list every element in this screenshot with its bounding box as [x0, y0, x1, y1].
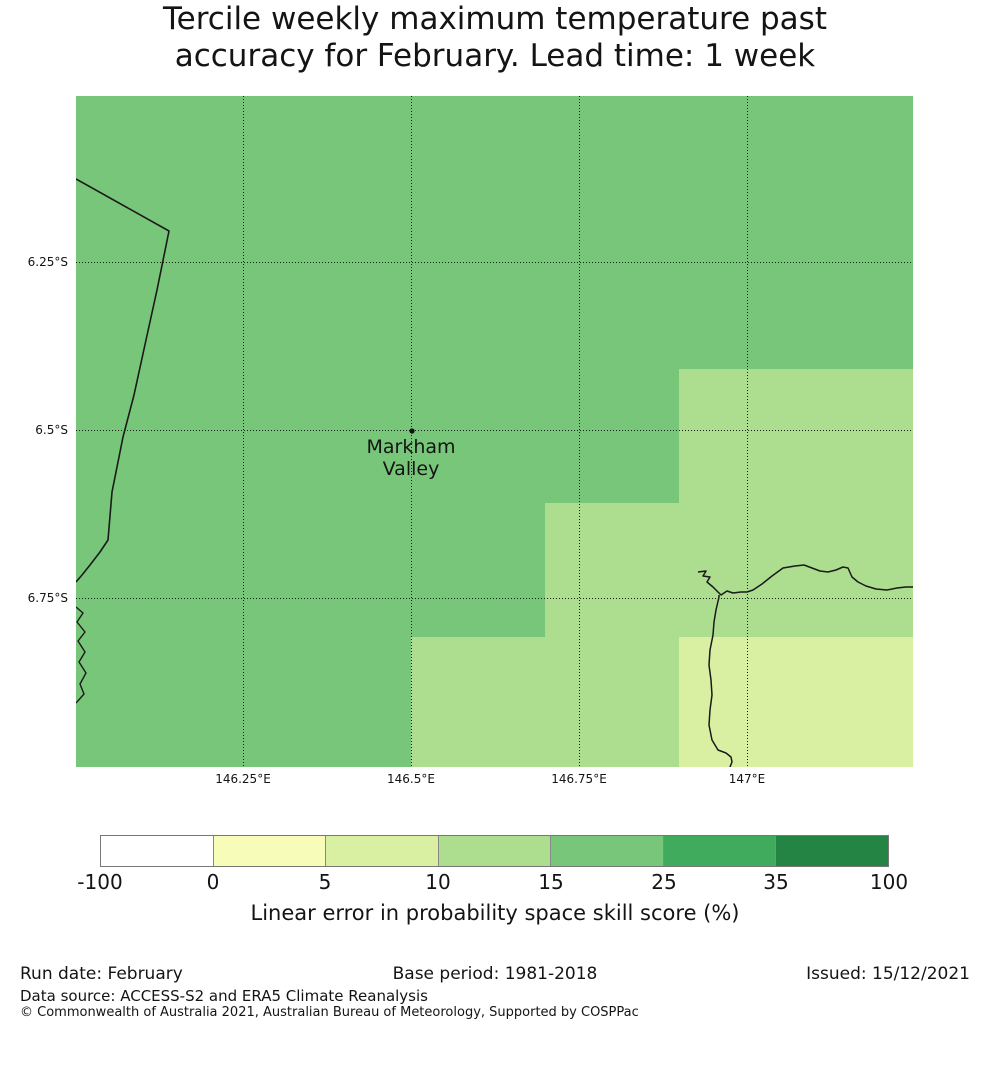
chart-title: Tercile weekly maximum temperature past …	[0, 1, 990, 75]
x-tick-146-5e: 146.5°E	[387, 772, 435, 786]
base-period-text: Base period: 1981-2018	[392, 964, 598, 984]
coastline-path-northwest	[76, 178, 170, 583]
river-path-east	[697, 564, 913, 596]
colorbar-segment-25-35	[662, 836, 776, 866]
colorbar-tick-10: 10	[425, 870, 451, 894]
chart-title-line-1: Tercile weekly maximum temperature past	[162, 1, 827, 37]
skill-region-10-15-a	[679, 369, 913, 503]
colorbar-segment-0-5	[212, 836, 326, 866]
skill-region-10-15-b	[545, 503, 913, 637]
gridline-146-75e	[579, 96, 580, 767]
gridline-6-75s	[76, 598, 913, 599]
river-path-south	[708, 595, 733, 767]
run-date-text: Run date: February	[20, 964, 183, 984]
colorbar-tick-15: 15	[538, 870, 564, 894]
colorbar-tick-0: 0	[206, 870, 220, 894]
colorbar-tick-100: 100	[869, 870, 909, 894]
skill-region-5-10	[679, 637, 913, 767]
gridline-147e	[747, 96, 748, 767]
location-label-line-1: Markham	[366, 436, 456, 458]
colorbar-segment-neg100-0	[101, 836, 213, 866]
colorbar-tick-5: 5	[318, 870, 332, 894]
data-source-text: Data source: ACCESS-S2 and ERA5 Climate …	[20, 987, 428, 1005]
x-tick-146-25e: 146.25°E	[215, 772, 271, 786]
x-tick-146-75e: 146.75°E	[551, 772, 607, 786]
y-tick-6-5s: 6.5°S	[35, 423, 68, 437]
colorbar-segment-10-15	[437, 836, 551, 866]
colorbar	[100, 835, 889, 867]
y-tick-6-25s: 6.25°S	[27, 255, 68, 269]
copyright-text: © Commonwealth of Australia 2021, Austra…	[20, 1005, 639, 1020]
issued-date-text: Issued: 15/12/2021	[806, 964, 970, 984]
colorbar-tick-neg100: -100	[77, 870, 123, 894]
y-tick-6-75s: 6.75°S	[27, 591, 68, 605]
colorbar-label: Linear error in probability space skill …	[250, 901, 740, 925]
colorbar-tick-35: 35	[763, 870, 789, 894]
gridline-6-25s	[76, 262, 913, 263]
location-label-line-2: Valley	[382, 457, 440, 480]
x-tick-147e: 147°E	[728, 772, 766, 786]
location-marker-dot	[409, 428, 415, 434]
map-canvas: Markham Valley	[76, 96, 913, 767]
colorbar-segment-35-100	[775, 836, 889, 866]
chart-title-line-2: accuracy for February. Lead time: 1 week	[174, 38, 816, 74]
gridline-146-25e	[243, 96, 244, 767]
location-label: Markham Valley	[331, 436, 491, 480]
coastline-layer	[76, 178, 913, 767]
gridline-6-5s	[76, 430, 913, 431]
colorbar-tick-25: 25	[651, 870, 677, 894]
colorbar-segment-5-10	[325, 836, 438, 866]
coastline-path-southwest	[76, 606, 87, 704]
colorbar-segment-15-25	[550, 836, 663, 866]
skill-region-10-15-c	[411, 637, 679, 767]
